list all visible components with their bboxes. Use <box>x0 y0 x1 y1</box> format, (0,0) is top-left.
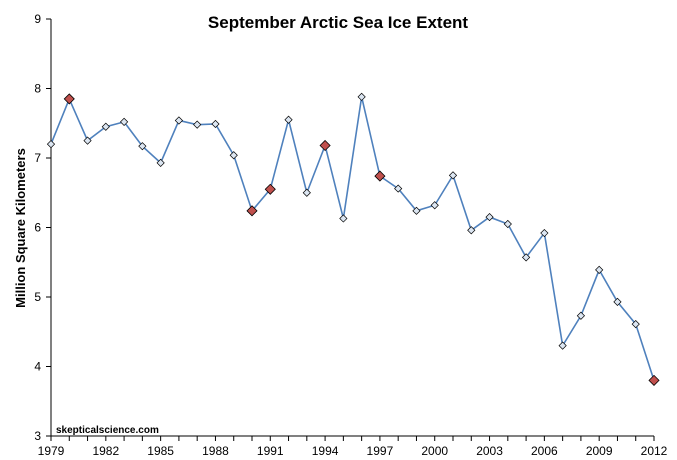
y-tick-label: 9 <box>34 12 41 26</box>
x-tick-label: 1988 <box>202 444 229 458</box>
data-point <box>46 140 56 149</box>
y-tick-label: 5 <box>34 290 41 304</box>
y-tick-label: 3 <box>34 429 41 443</box>
data-point <box>211 119 220 129</box>
data-point <box>631 320 640 329</box>
watermark-text: skepticalscience.com <box>56 425 159 436</box>
data-point <box>394 184 403 193</box>
data-point <box>467 226 476 235</box>
data-point <box>156 158 165 167</box>
y-tick-label: 7 <box>34 151 41 165</box>
data-point <box>412 206 421 215</box>
data-point <box>174 116 184 125</box>
data-point <box>138 142 147 151</box>
x-tick-label: 1979 <box>38 444 65 458</box>
data-point <box>503 219 512 229</box>
x-tick-label: 2012 <box>641 444 668 458</box>
y-tick-label: 6 <box>34 221 41 235</box>
y-tick-label: 4 <box>34 360 41 374</box>
data-point <box>339 214 348 223</box>
series-layer <box>46 92 660 386</box>
x-tick-label: 1982 <box>92 444 119 458</box>
x-tick-label: 2009 <box>586 444 613 458</box>
highlighted-data-point <box>374 170 386 182</box>
data-point <box>83 136 92 145</box>
y-axis-label: Million Square Kilometers <box>13 148 28 308</box>
data-point <box>595 265 604 274</box>
data-point <box>540 228 549 238</box>
x-tick-label: 1997 <box>367 444 394 458</box>
data-point <box>119 117 129 126</box>
x-tick-label: 1991 <box>257 444 284 458</box>
highlighted-data-point <box>246 205 258 217</box>
data-point <box>430 201 439 210</box>
data-point <box>576 311 586 320</box>
data-point <box>101 122 110 131</box>
highlighted-data-point <box>648 374 660 386</box>
axes: 3 4 5 6 7 8 9 1979 1982 1985 1988 1991 1994 1997 2000 2… <box>34 12 667 458</box>
data-point <box>302 188 311 197</box>
highlighted-data-point <box>319 139 331 152</box>
x-tick-label: 2003 <box>476 444 503 458</box>
x-tick-label: 2006 <box>531 444 558 458</box>
highlighted-data-point <box>63 93 75 105</box>
data-point <box>193 120 202 129</box>
data-point <box>229 151 238 160</box>
data-point <box>357 92 366 101</box>
y-tick-label: 8 <box>34 82 41 96</box>
data-point <box>284 115 293 124</box>
data-point <box>448 171 458 180</box>
series-line <box>50 96 655 381</box>
data-point <box>485 212 494 222</box>
x-tick-label: 1985 <box>147 444 174 458</box>
highlighted-data-point <box>264 183 276 195</box>
x-tick-label: 1994 <box>312 444 339 458</box>
chart-title: September Arctic Sea Ice Extent <box>208 13 468 32</box>
data-point <box>521 253 531 262</box>
x-tick-label: 2000 <box>421 444 448 458</box>
data-point <box>558 341 567 350</box>
data-point <box>613 297 622 306</box>
